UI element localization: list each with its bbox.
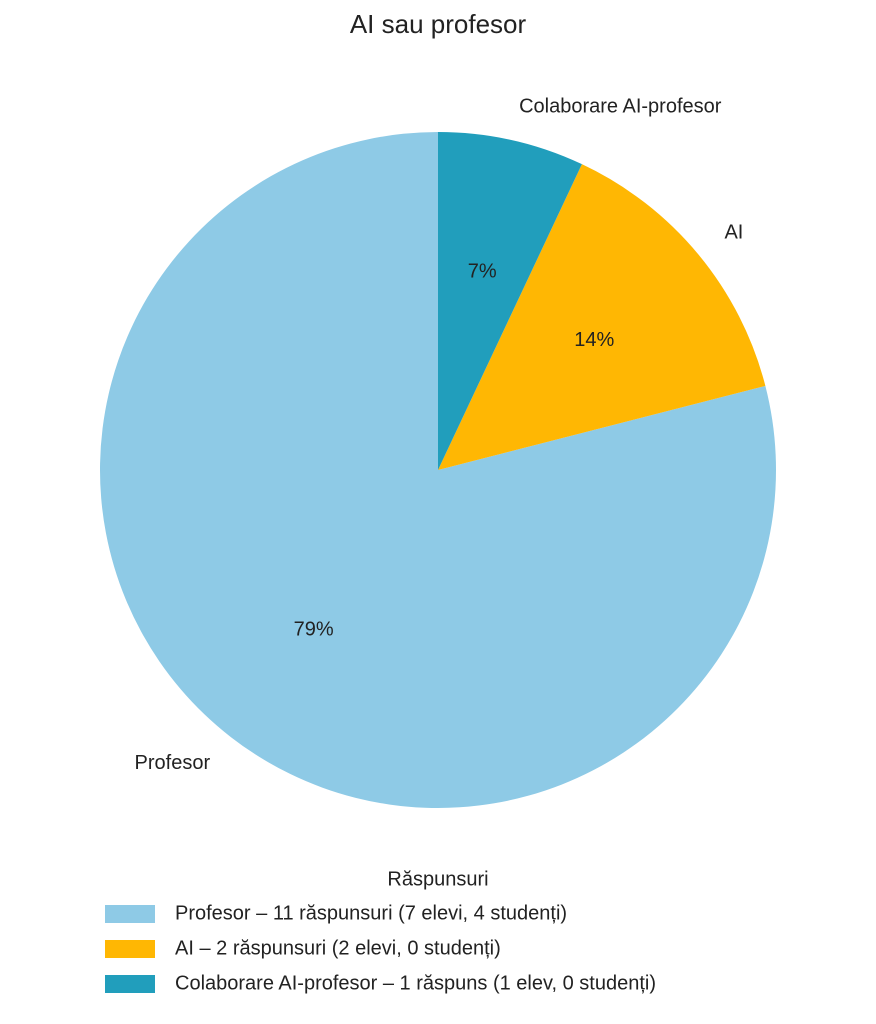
percent-label: 14% — [574, 329, 614, 351]
slice-label: Colaborare AI-profesor — [519, 95, 722, 117]
legend-label: AI – 2 răspunsuri (2 elevi, 0 studenți) — [175, 937, 501, 959]
slice-label: AI — [724, 221, 743, 243]
legend-title: Răspunsuri — [387, 868, 488, 890]
legend-label: Colaborare AI-profesor – 1 răspuns (1 el… — [175, 972, 656, 994]
percent-label: 7% — [468, 260, 497, 282]
slice-label: Profesor — [135, 752, 211, 774]
legend-label: Profesor – 11 răspunsuri (7 elevi, 4 stu… — [175, 902, 567, 924]
percent-label: 79% — [294, 619, 334, 641]
pie-slice — [438, 164, 766, 470]
legend-swatch — [105, 940, 155, 958]
pie-slice — [438, 132, 582, 470]
legend-swatch — [105, 905, 155, 923]
chart-title: AI sau profesor — [350, 9, 527, 39]
legend-swatch — [105, 975, 155, 993]
